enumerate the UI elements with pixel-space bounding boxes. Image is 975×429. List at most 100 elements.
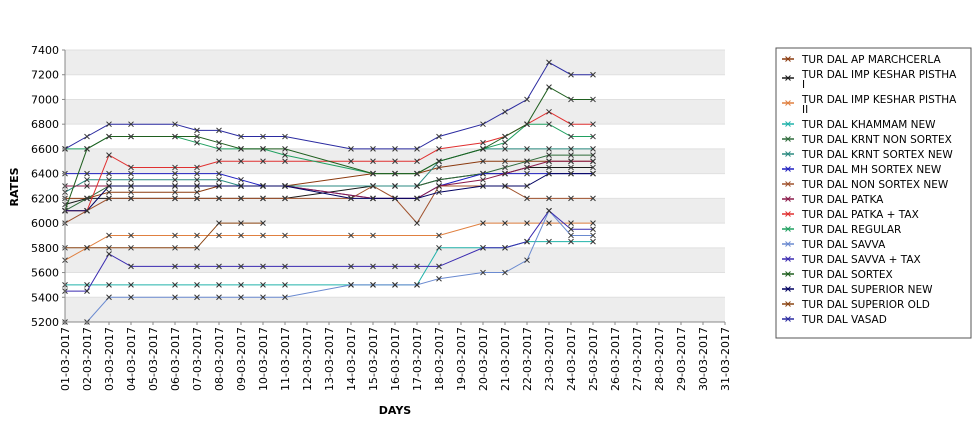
data-point [282,146,288,152]
data-point [216,195,222,202]
data-point [260,220,266,226]
data-point [480,139,486,146]
data-point [238,183,244,189]
data-point [524,121,530,128]
data-point [546,59,552,66]
legend-label: I [802,79,805,91]
data-point [436,146,442,152]
data-point [590,158,596,165]
series-group [62,207,596,294]
y-tick-label: 6600 [31,143,59,156]
data-point [568,232,574,239]
series-line [64,148,593,193]
data-point [128,232,134,239]
data-point [436,183,442,189]
data-point [546,84,552,90]
data-point [436,275,442,282]
data-point [414,282,420,288]
data-point [568,152,574,158]
data-point [480,121,486,128]
data-point [84,176,90,183]
data-point [216,127,222,134]
data-point [106,133,112,140]
legend-label: TUR DAL REGULAR [801,224,901,236]
data-point [238,133,244,140]
legend-box [775,47,972,339]
grid-band [65,247,725,273]
data-point [106,232,112,239]
legend-label: TUR DAL SAVVA + TAX [801,254,921,266]
data-point [392,183,398,189]
x-tick-label: 15-03-2017 [367,327,380,391]
x-tick-label: 05-03-2017 [147,327,160,391]
data-point [348,195,354,202]
data-point [436,244,442,251]
data-point [568,133,574,140]
x-tick-label: 26-03-2017 [609,327,622,391]
data-point [590,121,596,128]
data-point [370,195,376,202]
data-point [216,146,222,152]
data-point [392,282,398,288]
data-point [436,164,442,171]
legend-item: TUR DAL SAVVA [782,239,886,251]
data-point [414,158,420,165]
y-axis-ticks: 5200 5400 5600 5800 6000 6200 6400 6600 6800 7000… [31,44,65,329]
data-point [106,170,112,177]
data-point [216,263,222,270]
data-point [568,96,574,103]
legend-label: TUR DAL IMP KESHAR PISTHA [801,94,957,106]
legend-label: TUR DAL KRNT NON SORTEX [801,134,952,146]
data-point [546,220,552,226]
legend-label: TUR DAL KRNT SORTEX NEW [801,149,953,161]
data-point [172,164,178,171]
data-point [128,170,134,177]
data-point [84,170,90,177]
data-point [502,244,508,251]
data-point [502,170,508,177]
data-point [84,244,90,251]
data-point [502,133,508,140]
data-point [282,183,288,189]
y-tick-label: 5400 [31,291,59,304]
data-point [524,220,530,226]
data-point [348,282,354,288]
data-point [194,282,200,288]
data-point [216,183,222,189]
data-point [524,146,530,152]
data-point [172,189,178,196]
y-tick-label: 7400 [31,44,59,57]
legend-label: TUR DAL SAVVA [801,239,886,251]
data-point [172,294,178,301]
x-tick-label: 31-03-2017 [719,327,732,391]
legend-label: TUR DAL AP MARCHCERLA [801,54,941,66]
x-tick-label: 11-03-2017 [279,327,292,391]
data-point [216,232,222,239]
series-group [62,170,596,214]
grid-band [65,50,725,75]
data-point [414,220,420,226]
series-group [62,59,596,152]
data-point [370,146,376,152]
legend: TUR DAL AP MARCHCERLA TUR DAL IMP KESHAR … [775,47,972,339]
data-point [216,170,222,177]
x-tick-label: 20-03-2017 [477,327,490,391]
x-tick-label: 21-03-2017 [499,327,512,391]
data-point [436,263,442,270]
series-group [62,84,596,214]
y-tick-label: 6200 [31,192,59,205]
data-point [282,232,288,239]
legend-label: TUR DAL VASAD [801,314,887,326]
data-point [524,170,530,177]
y-tick-label: 5600 [31,267,59,280]
legend-item: TUR DAL MH SORTEX NEW [782,164,942,176]
data-point [414,170,420,177]
x-tick-label: 16-03-2017 [389,327,402,391]
data-point [260,146,266,152]
data-point [502,108,508,115]
legend-item: TUR DAL NON SORTEX NEW [782,179,949,191]
data-point [546,164,552,171]
data-point [128,263,134,270]
data-point [84,183,90,189]
